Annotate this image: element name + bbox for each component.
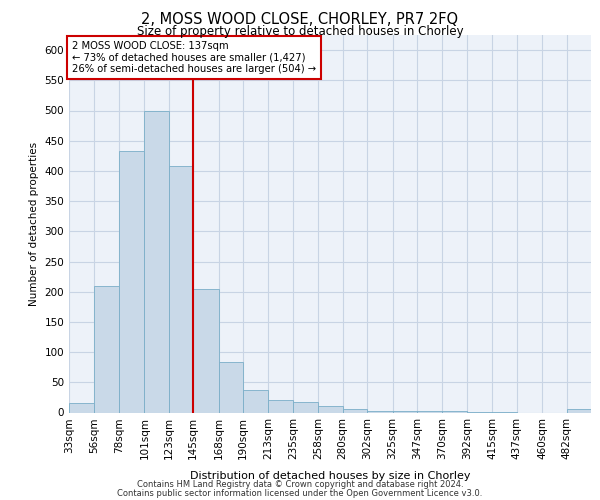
Bar	[193, 288, 218, 412]
Bar	[566, 410, 591, 412]
Y-axis label: Number of detached properties: Number of detached properties	[29, 142, 39, 306]
Text: 2, MOSS WOOD CLOSE, CHORLEY, PR7 2FQ: 2, MOSS WOOD CLOSE, CHORLEY, PR7 2FQ	[142, 12, 458, 28]
Bar	[69, 404, 94, 412]
Text: 2 MOSS WOOD CLOSE: 137sqm
← 73% of detached houses are smaller (1,427)
26% of se: 2 MOSS WOOD CLOSE: 137sqm ← 73% of detac…	[71, 40, 316, 74]
Bar	[343, 410, 367, 412]
Bar	[94, 286, 119, 412]
Text: Contains HM Land Registry data © Crown copyright and database right 2024.: Contains HM Land Registry data © Crown c…	[137, 480, 463, 489]
Bar	[268, 400, 293, 412]
Bar	[243, 390, 268, 412]
Text: Contains public sector information licensed under the Open Government Licence v3: Contains public sector information licen…	[118, 488, 482, 498]
Bar	[119, 151, 145, 412]
Bar	[218, 362, 243, 412]
Bar	[293, 402, 319, 412]
X-axis label: Distribution of detached houses by size in Chorley: Distribution of detached houses by size …	[190, 470, 470, 480]
Bar	[319, 406, 343, 412]
Text: Size of property relative to detached houses in Chorley: Size of property relative to detached ho…	[137, 25, 463, 38]
Bar	[145, 110, 169, 412]
Bar	[169, 166, 193, 412]
